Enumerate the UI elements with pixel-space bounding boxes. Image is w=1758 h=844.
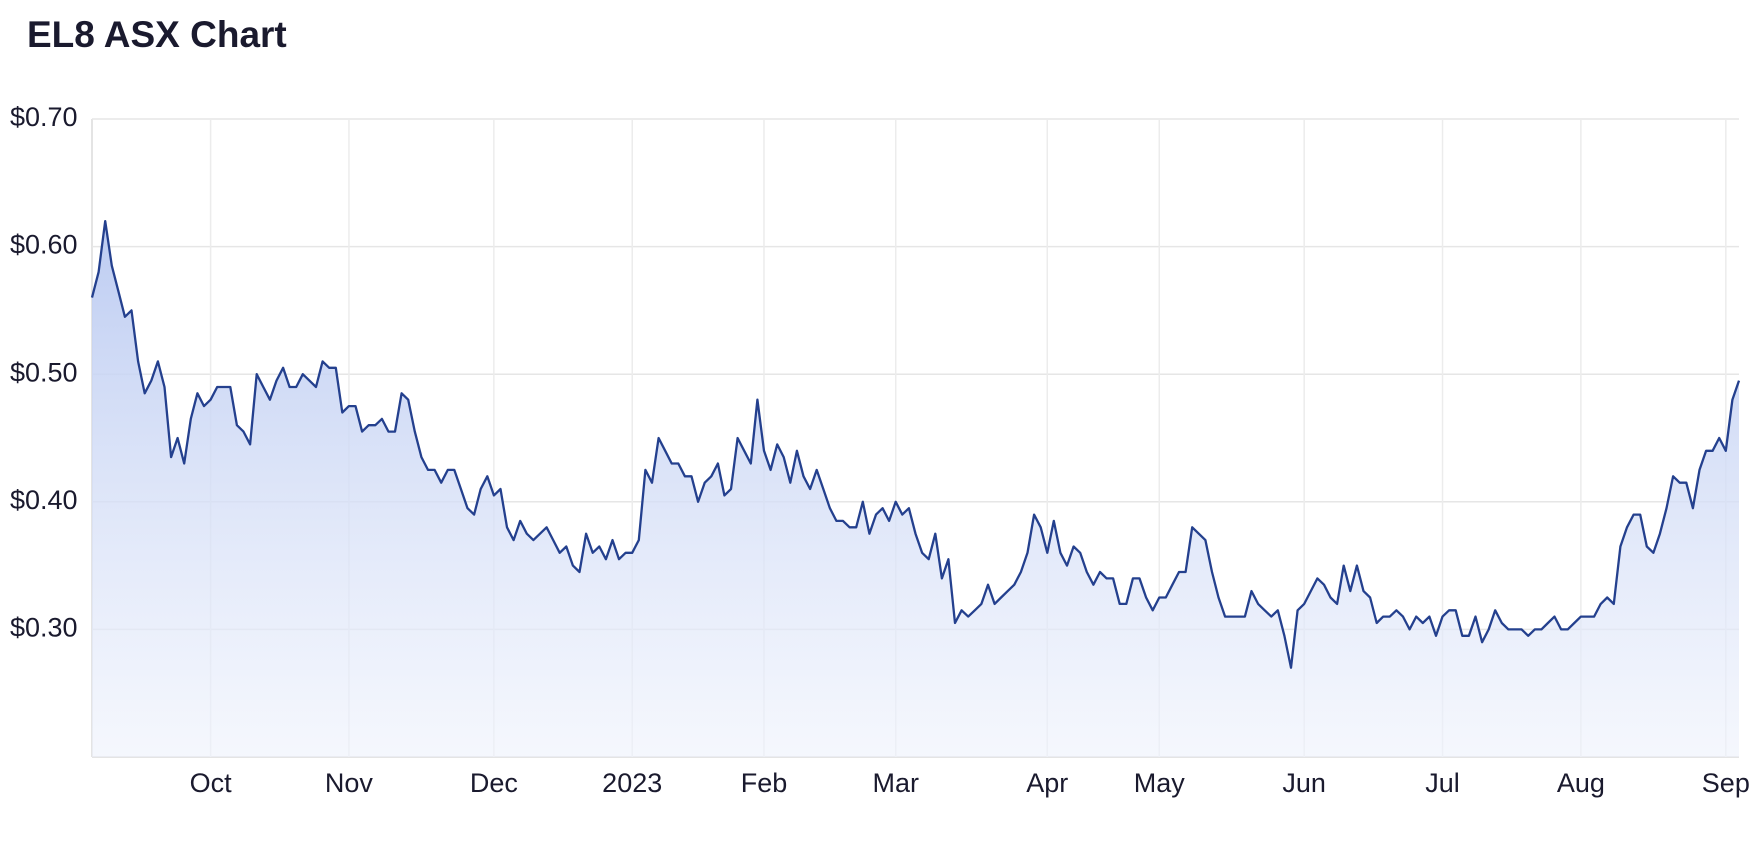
x-tick-label: Jun <box>1282 768 1326 798</box>
x-tick-label: Jul <box>1425 768 1460 798</box>
y-tick-label: $0.40 <box>10 485 78 515</box>
x-tick-label: Aug <box>1557 768 1605 798</box>
y-tick-label: $0.30 <box>10 613 78 643</box>
x-tick-label: Mar <box>872 768 919 798</box>
area-fill <box>92 221 1739 758</box>
x-tick-label: Dec <box>470 768 518 798</box>
chart-title: EL8 ASX Chart <box>27 14 287 55</box>
x-tick-label: 2023 <box>602 768 662 798</box>
x-tick-label: Sep <box>1702 768 1750 798</box>
x-tick-label: Oct <box>190 768 233 798</box>
x-tick-label: Feb <box>741 768 788 798</box>
x-tick-label: May <box>1134 768 1186 798</box>
y-tick-label: $0.60 <box>10 230 78 260</box>
y-tick-label: $0.50 <box>10 357 78 387</box>
y-tick-label: $0.70 <box>10 102 78 132</box>
price-line <box>90 219 1741 669</box>
x-tick-label: Apr <box>1026 768 1068 798</box>
x-tick-label: Nov <box>325 768 374 798</box>
